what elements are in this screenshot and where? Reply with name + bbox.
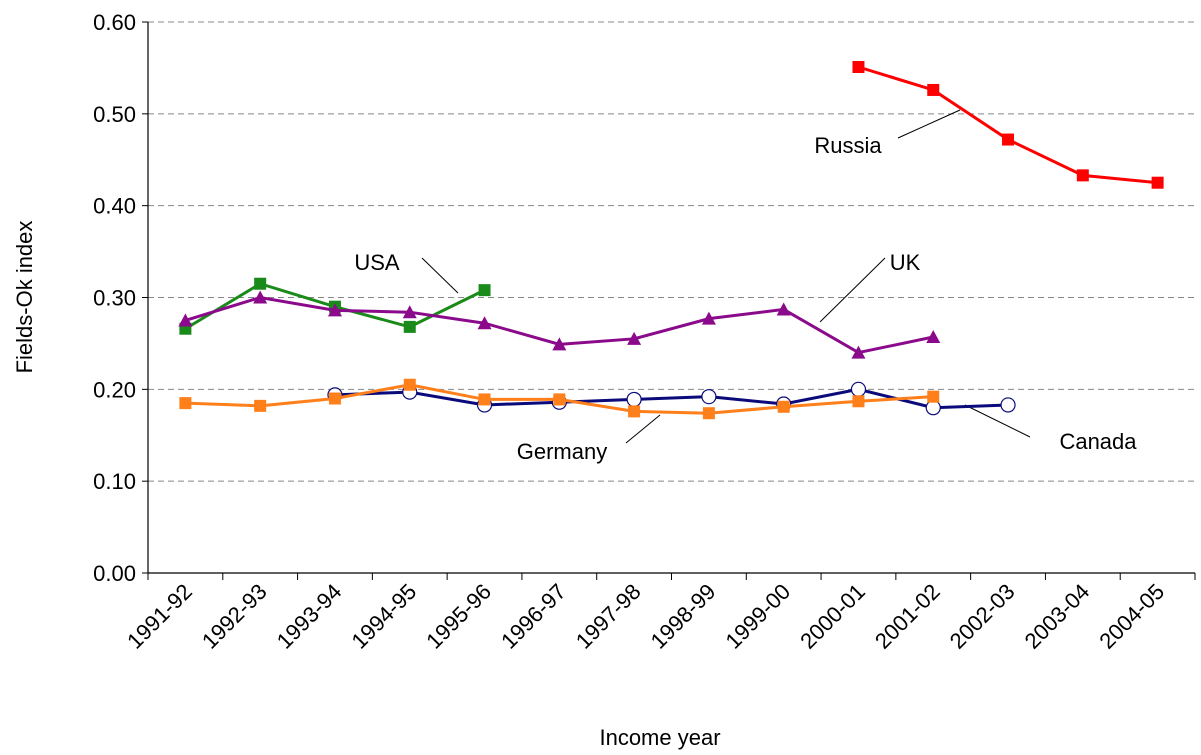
marker (927, 390, 940, 403)
marker (403, 320, 416, 333)
marker (478, 393, 491, 406)
marker (327, 303, 342, 317)
x-axis-title: Income year (599, 725, 720, 750)
series-label: Germany (517, 439, 607, 464)
marker (254, 399, 267, 412)
leader-line (819, 257, 886, 323)
leader-line (421, 257, 459, 294)
marker (402, 305, 417, 319)
marker (852, 395, 865, 408)
series-label: Russia (814, 133, 882, 158)
x-tick-label: 1999-00 (720, 579, 795, 654)
x-tick-label: 2003-04 (1020, 579, 1095, 654)
x-tick-label: 1994-95 (347, 579, 422, 654)
marker (1076, 169, 1089, 182)
marker (552, 337, 567, 351)
marker (776, 302, 791, 316)
marker (777, 400, 790, 413)
x-tick-label: 1998-99 (646, 579, 721, 654)
series-label: Canada (1059, 429, 1137, 454)
x-tick-label: 1991-92 (122, 579, 197, 654)
marker (1002, 133, 1015, 146)
marker (702, 407, 715, 420)
leader-line (897, 109, 961, 139)
y-tick-label: 0.30 (93, 286, 136, 311)
leader-line (964, 404, 1031, 438)
marker (628, 405, 641, 418)
marker (478, 284, 491, 297)
marker (178, 313, 193, 327)
y-tick-label: 0.50 (93, 102, 136, 127)
y-tick-label: 0.10 (93, 469, 136, 494)
marker (850, 381, 867, 397)
marker (328, 392, 341, 405)
x-tick-label: 1992-93 (197, 579, 272, 654)
x-tick-label: 2004-05 (1094, 579, 1169, 654)
marker (701, 389, 717, 405)
marker (852, 60, 865, 73)
y-tick-label: 0.00 (93, 561, 136, 586)
x-tick-label: 1996-97 (496, 579, 571, 654)
marker (403, 378, 416, 391)
y-tick-label: 0.60 (93, 10, 136, 35)
leader-line (625, 414, 661, 444)
marker (701, 311, 716, 325)
series-label: USA (354, 250, 400, 275)
x-tick-label: 2000-01 (795, 579, 870, 654)
x-tick-label: 1997-98 (571, 579, 646, 654)
marker (851, 345, 866, 359)
grid (148, 21, 1195, 482)
marker (926, 329, 941, 343)
x-tick-label: 2001-02 (870, 579, 945, 654)
marker (925, 400, 941, 416)
y-tick-label: 0.20 (93, 377, 136, 402)
y-tick-label: 0.40 (93, 194, 136, 219)
marker (553, 393, 566, 406)
y-axis-title: Fields-Ok index (12, 221, 37, 374)
x-tick-label: 1993-94 (272, 579, 347, 654)
marker (477, 316, 492, 330)
marker (1000, 397, 1016, 413)
marker (253, 290, 268, 304)
marker (927, 83, 940, 96)
series-label: UK (890, 250, 921, 275)
marker (627, 331, 642, 345)
marker (1151, 176, 1164, 189)
marker (179, 397, 192, 410)
marker (254, 277, 267, 290)
x-tick-label: 1995-96 (421, 579, 496, 654)
marker (626, 391, 642, 408)
series-line (858, 65, 1158, 185)
x-tick-label: 2002-03 (945, 579, 1020, 654)
